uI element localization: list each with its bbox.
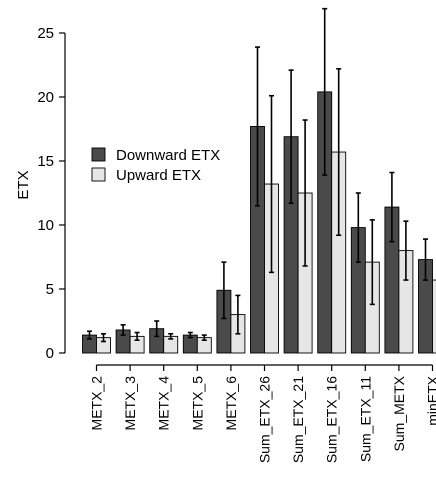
x-tick-label: Sum_ETX_21 xyxy=(290,376,306,463)
x-tick-label: METX_4 xyxy=(156,376,172,431)
x-tick-label: METX_2 xyxy=(89,376,105,431)
x-tick-label: METX_3 xyxy=(122,376,138,431)
x-tick-label: METX_6 xyxy=(223,376,239,431)
x-tick-label: Sum_ETX_11 xyxy=(357,376,373,462)
x-tick-label: Sum_METX xyxy=(391,375,407,451)
y-axis: 0 5 10 15 20 25 xyxy=(37,25,65,362)
y-axis-label: ETX xyxy=(15,170,32,199)
y-tick-label: 0 xyxy=(46,345,54,362)
legend-label: Upward ETX xyxy=(116,167,201,184)
x-tick-label: Sum_ETX_16 xyxy=(324,376,340,463)
y-tick-label: 20 xyxy=(37,89,54,106)
x-tick-label: minETX xyxy=(425,375,436,425)
x-axis: METX_2 METX_3 METX_4 METX_5 METX_6 Sum_ETX_26… xyxy=(89,365,436,463)
y-tick-label: 5 xyxy=(46,281,54,298)
legend-label: Downward ETX xyxy=(116,147,220,164)
legend: Downward ETX Upward ETX xyxy=(92,147,220,184)
y-tick-label: 15 xyxy=(37,153,54,170)
y-tick-label: 25 xyxy=(37,25,54,42)
x-tick-label: METX_5 xyxy=(189,376,205,431)
legend-swatch xyxy=(92,168,105,181)
bars-group xyxy=(83,92,436,353)
y-tick-label: 10 xyxy=(37,217,54,234)
x-tick-label: Sum_ETX_26 xyxy=(257,376,273,463)
legend-swatch xyxy=(92,148,105,161)
bar-upward-minetx xyxy=(433,280,436,353)
